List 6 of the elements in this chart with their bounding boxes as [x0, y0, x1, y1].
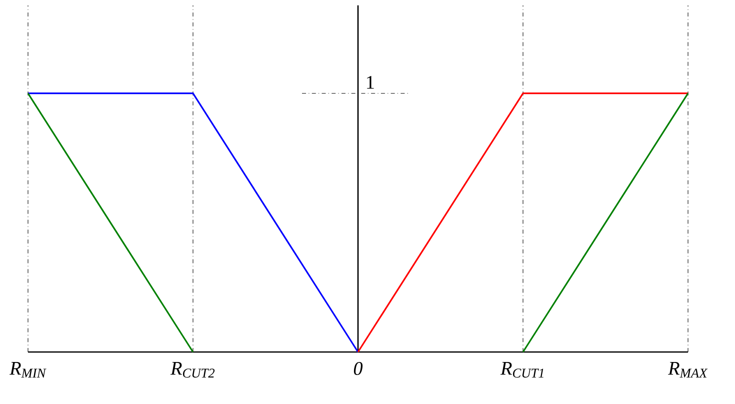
- x-tick-label: 0: [354, 362, 363, 375]
- x-tick-label: R$_{MIN}$: [9, 362, 46, 378]
- x-tick-label: R$_{MAX}$: [668, 362, 708, 378]
- x-tick-label: R$_{CUT1}$: [500, 362, 544, 378]
- text: 1: [367, 76, 374, 89]
- x-tick-label: R$_{CUT2}$: [170, 362, 215, 378]
